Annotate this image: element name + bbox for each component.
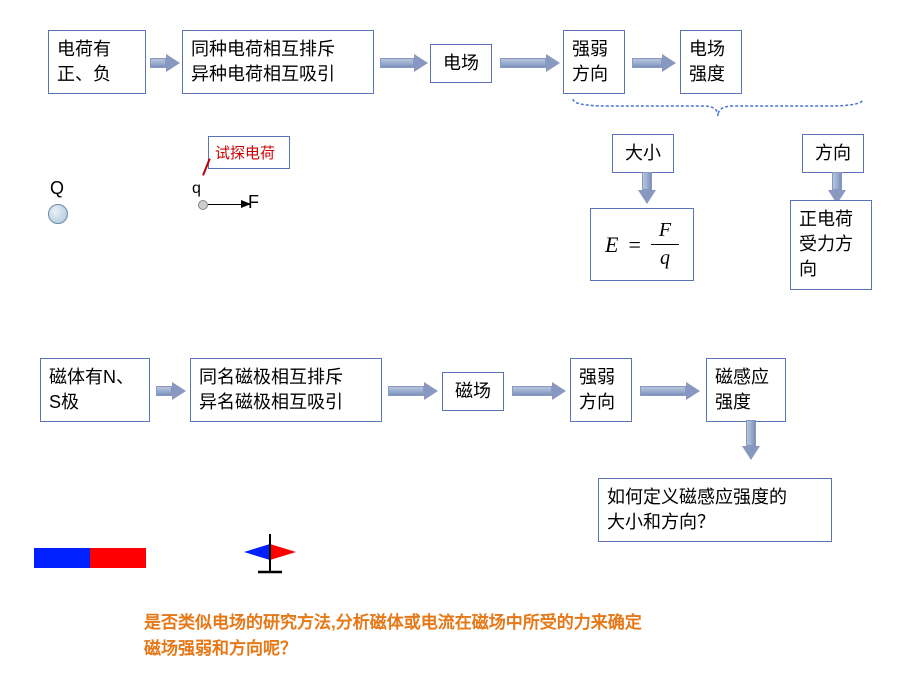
formula-e-f-q: E = F q: [590, 208, 694, 281]
box-electric-field: 电场: [430, 44, 492, 83]
formula-eq: =: [628, 232, 640, 258]
box-strength-direction: 强弱方向: [563, 30, 625, 94]
box-field-intensity: 电场强度: [680, 30, 742, 94]
arrow-down-icon: [742, 420, 760, 460]
formula-den: q: [660, 245, 670, 270]
magnet-blue-half: [34, 548, 90, 568]
test-charge-dot: [198, 200, 208, 210]
probe-label-box: 试探电荷: [208, 136, 290, 169]
magnet-red-half: [90, 548, 146, 568]
box-charge-interaction: 同种电荷相互排斥异种电荷相互吸引: [182, 30, 374, 94]
formula-lhs: E: [605, 232, 618, 258]
formula-fraction: F q: [651, 219, 679, 270]
box-size: 大小: [612, 134, 674, 173]
arrow-icon: [156, 382, 186, 400]
formula-num: F: [651, 219, 679, 245]
arrow-icon: [640, 382, 700, 400]
arrow-icon: [512, 382, 566, 400]
label-big-q: Q: [50, 178, 64, 199]
box-mag-induction: 磁感应强度: [706, 358, 786, 422]
arrow-icon: [150, 54, 180, 72]
box-charge-sign: 电荷有正、负: [48, 30, 146, 94]
bar-magnet-icon: [34, 548, 146, 568]
box-direction: 方向: [802, 134, 864, 173]
label-force-f: F: [248, 192, 259, 213]
arrow-icon: [500, 54, 560, 72]
force-arrow: [208, 204, 250, 205]
charge-q-circle: [48, 204, 68, 224]
probe-label: 试探电荷: [215, 145, 275, 162]
box-direction-desc: 正电荷受力方向: [790, 200, 872, 290]
bottom-question-text: 是否类似电场的研究方法,分析磁体或电流在磁场中所受的力来确定磁场强弱和方向呢？: [144, 610, 804, 661]
box-magnet-interaction: 同名磁极相互排斥异名磁极相互吸引: [190, 358, 382, 422]
arrow-down-icon: [638, 172, 656, 204]
label-small-q: q: [192, 180, 201, 198]
arrow-icon: [380, 54, 428, 72]
arrow-icon: [388, 382, 438, 400]
box-magnetic-field: 磁场: [442, 372, 504, 411]
brace-icon: [568, 94, 868, 124]
box-question: 如何定义磁感应强度的大小和方向？: [598, 478, 832, 542]
box-mag-strength-dir: 强弱方向: [570, 358, 632, 422]
box-magnet-poles: 磁体有N、S极: [40, 358, 150, 422]
compass-icon: [240, 530, 300, 576]
arrow-icon: [632, 54, 676, 72]
